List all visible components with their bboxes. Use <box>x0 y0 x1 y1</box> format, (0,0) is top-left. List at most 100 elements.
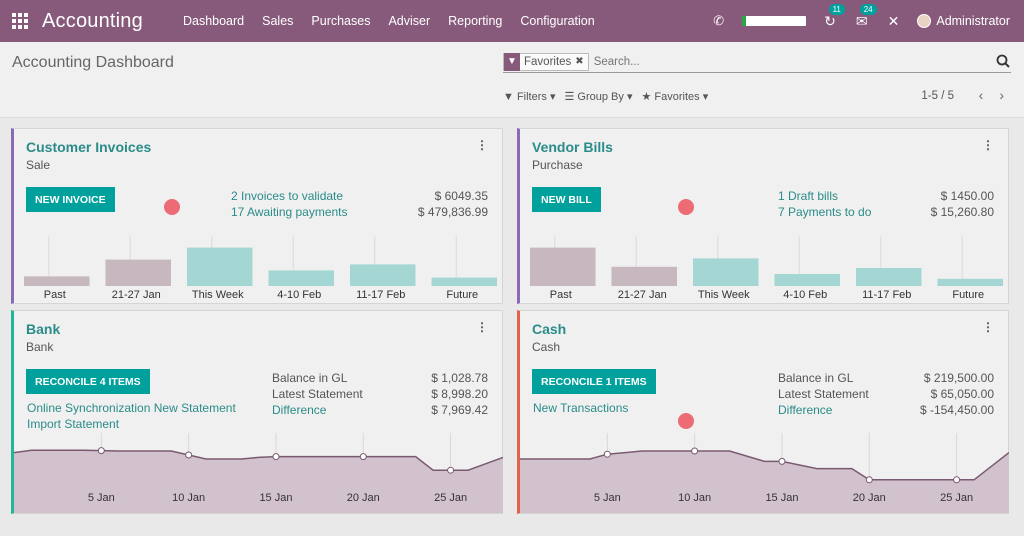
data-point-marker[interactable] <box>691 447 699 455</box>
main-menu: Dashboard Sales Purchases Adviser Report… <box>183 14 613 28</box>
bank-balance-area-chart[interactable]: 5 Jan 10 Jan 15 Jan 20 Jan 25 Jan <box>14 433 503 513</box>
x-tick-label: 10 Jan <box>172 492 205 504</box>
card-title[interactable]: Vendor Bills <box>532 139 613 155</box>
x-tick-label: Past <box>44 289 66 301</box>
search-options: ▼ Filters ▾ ☰ Group By ▾ ★ Favorites ▾ <box>503 90 717 103</box>
new-bill-button[interactable]: NEW BILL <box>532 187 601 212</box>
card-options-icon[interactable]: ⋮ <box>982 320 994 334</box>
balance-gl-label: Balance in GL <box>272 371 348 385</box>
x-tick-label: Future <box>952 289 984 301</box>
facet-close-icon[interactable]: ✖ <box>575 56 584 67</box>
balance-area[interactable] <box>14 450 503 513</box>
difference-link[interactable]: Difference <box>272 403 327 417</box>
new-invoice-button[interactable]: NEW INVOICE <box>26 187 115 212</box>
data-point-marker[interactable] <box>185 451 193 459</box>
x-tick-label: 11-17 Feb <box>862 289 911 301</box>
online-sync-link[interactable]: Online Synchronization New Statement <box>27 401 236 415</box>
activity-badge: 11 <box>828 3 845 15</box>
journal-card-vendor-bills: Vendor Bills Purchase ⋮ NEW BILL 1 Draft… <box>517 128 1009 304</box>
search-icon[interactable] <box>995 53 1011 69</box>
voip-status-bar[interactable] <box>742 16 807 26</box>
chart-bar[interactable] <box>530 247 596 286</box>
awaiting-payments-link[interactable]: 17 Awaiting payments <box>231 205 348 219</box>
click-indicator-dot <box>678 199 694 215</box>
bills-bar-chart[interactable]: Past 21-27 Jan This Week 4-10 Feb 11-17 Feb F… <box>520 231 1009 303</box>
data-point-marker[interactable] <box>603 450 611 458</box>
card-title[interactable]: Cash <box>532 321 567 337</box>
menu-configuration[interactable]: Configuration <box>520 14 595 28</box>
data-point-marker[interactable] <box>447 466 455 474</box>
invoices-bar-chart[interactable]: Past 21-27 Jan This Week 4-10 Feb 11-17 Feb F… <box>14 231 503 303</box>
x-tick-label: 21-27 Jan <box>112 289 161 301</box>
tools-icon[interactable]: ✕ <box>887 12 900 29</box>
navbar-systray: ✆ ↻ 11 ✉ 24 ✕ Administrator <box>713 0 1010 42</box>
filter-icon: ▼ <box>504 52 520 71</box>
card-options-icon[interactable]: ⋮ <box>982 138 994 152</box>
difference-link[interactable]: Difference <box>778 403 833 417</box>
user-menu[interactable]: Administrator <box>936 14 1010 28</box>
chevron-right-icon[interactable]: › <box>999 87 1004 103</box>
chart-bar[interactable] <box>105 259 172 286</box>
chart-bar[interactable] <box>774 274 841 286</box>
filters-button[interactable]: ▼ Filters ▾ <box>503 91 556 103</box>
chevron-left-icon[interactable]: ‹ <box>978 87 984 103</box>
data-point-marker[interactable] <box>953 476 961 484</box>
card-title[interactable]: Bank <box>26 321 61 337</box>
reconcile-button[interactable]: RECONCILE 1 ITEMS <box>532 369 656 394</box>
data-point-marker[interactable] <box>272 453 280 461</box>
card-options-icon[interactable]: ⋮ <box>476 320 488 334</box>
menu-reporting[interactable]: Reporting <box>448 14 503 28</box>
x-tick-label: 15 Jan <box>259 492 292 504</box>
latest-statement-label: Latest Statement <box>272 387 363 401</box>
chart-bar[interactable] <box>611 266 678 286</box>
cash-balance-area-chart[interactable]: 5 Jan 10 Jan 15 Jan 20 Jan 25 Jan <box>520 433 1009 513</box>
data-point-marker[interactable] <box>865 476 873 484</box>
awaiting-payments-amount: $ 479,836.99 <box>417 205 488 219</box>
menu-adviser[interactable]: Adviser <box>388 14 431 28</box>
list-icon: ☰ <box>564 91 575 103</box>
apps-menu-icon[interactable] <box>12 13 28 29</box>
new-transactions-link[interactable]: New Transactions <box>533 401 629 415</box>
balance-area[interactable] <box>520 451 1009 513</box>
menu-sales[interactable]: Sales <box>262 14 294 28</box>
x-tick-label: Future <box>446 289 478 301</box>
funnel-icon: ▼ <box>503 91 514 103</box>
click-indicator-dot <box>164 199 180 215</box>
x-tick-label: Past <box>550 289 572 301</box>
data-point-marker[interactable] <box>778 457 786 465</box>
chart-bar[interactable] <box>693 258 759 286</box>
pager-value[interactable]: 1-5 / 5 <box>921 90 954 102</box>
menu-dashboard[interactable]: Dashboard <box>182 14 245 28</box>
chart-bar[interactable] <box>937 278 1004 286</box>
balance-line <box>14 449 503 471</box>
payments-to-do-link[interactable]: 7 Payments to do <box>778 205 872 219</box>
messages-icon[interactable]: ✉ 24 <box>856 3 877 30</box>
latest-statement-amount: $ 8,998.20 <box>431 387 488 401</box>
menu-purchases[interactable]: Purchases <box>311 14 371 28</box>
chart-bar[interactable] <box>187 247 253 286</box>
invoices-to-validate-link[interactable]: 2 Invoices to validate <box>231 189 344 203</box>
card-subtitle: Cash <box>532 340 561 354</box>
star-icon: ★ <box>641 91 652 103</box>
balance-gl-amount: $ 219,500.00 <box>923 371 994 385</box>
groupby-button[interactable]: ☰ Group By ▾ <box>564 91 633 103</box>
avatar[interactable] <box>917 14 932 28</box>
search-input[interactable] <box>593 55 974 68</box>
phone-icon[interactable]: ✆ <box>713 13 725 28</box>
reconcile-button[interactable]: RECONCILE 4 ITEMS <box>26 369 150 394</box>
chart-bar[interactable] <box>431 277 498 286</box>
data-point-marker[interactable] <box>97 447 105 455</box>
chart-bar[interactable] <box>24 276 90 286</box>
x-tick-label: 25 Jan <box>940 492 973 504</box>
data-point-marker[interactable] <box>359 453 367 461</box>
import-statement-link[interactable]: Import Statement <box>27 417 120 431</box>
balance-line <box>520 450 1009 481</box>
chart-bar[interactable] <box>350 264 416 286</box>
chart-bar[interactable] <box>856 268 922 286</box>
card-title[interactable]: Customer Invoices <box>26 139 152 155</box>
draft-bills-link[interactable]: 1 Draft bills <box>778 189 839 203</box>
card-options-icon[interactable]: ⋮ <box>476 138 488 152</box>
chart-bar[interactable] <box>268 270 335 286</box>
activity-icon[interactable]: ↻ 11 <box>824 3 845 30</box>
favorites-button[interactable]: ★ Favorites ▾ <box>641 91 709 103</box>
